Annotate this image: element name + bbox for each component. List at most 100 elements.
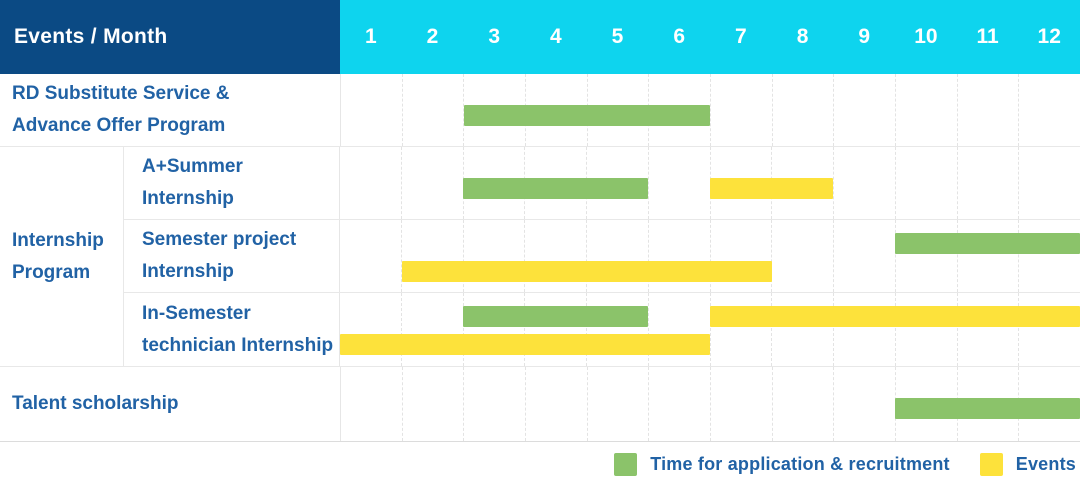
month-label-2: 2 bbox=[426, 25, 439, 48]
yellow-gantt-bar bbox=[710, 178, 834, 199]
group-label-line2: Program bbox=[12, 261, 91, 283]
legend-item-events: Events bbox=[979, 453, 1076, 476]
month-label-5: 5 bbox=[611, 25, 624, 48]
yellow-gantt-bar bbox=[710, 306, 1080, 327]
month-label-1: 1 bbox=[364, 25, 377, 48]
month-cell bbox=[647, 293, 710, 366]
month-cell bbox=[709, 220, 772, 292]
month-cell bbox=[709, 147, 772, 219]
row-label-in-semester-technician: In-Semester technician Internship bbox=[124, 293, 339, 366]
month-cell bbox=[956, 74, 1019, 146]
month-cell bbox=[462, 293, 525, 366]
header-row: Events / Month 1 2 3 4 5 6 7 8 9 10 11 12 bbox=[0, 0, 1080, 74]
month-label-9: 9 bbox=[858, 25, 871, 48]
month-cell bbox=[833, 293, 895, 366]
row-label-talent-scholarship: Talent scholarship bbox=[0, 367, 340, 441]
green-gantt-bar bbox=[464, 105, 711, 126]
month-header-strip: 1 2 3 4 5 6 7 8 9 10 11 12 bbox=[340, 0, 1080, 74]
month-cell bbox=[400, 147, 463, 219]
timeline-grid-in-semester-technician bbox=[339, 293, 1080, 366]
month-cell bbox=[710, 367, 772, 441]
row-talent-scholarship: Talent scholarship bbox=[0, 367, 1080, 441]
timeline-grid-semester-project bbox=[339, 220, 1080, 292]
yellow-gantt-bar bbox=[401, 261, 772, 282]
month-cell bbox=[771, 293, 833, 366]
month-label-6: 6 bbox=[673, 25, 686, 48]
month-cell bbox=[710, 74, 772, 146]
month-label-8: 8 bbox=[796, 25, 809, 48]
row-label-a-plus-summer: A+Summer Internship bbox=[124, 147, 339, 219]
month-cell bbox=[341, 74, 402, 146]
internship-program-group: Internship Program A+Summer Internship S… bbox=[0, 147, 1080, 367]
month-cell bbox=[833, 220, 895, 292]
row-label-line1: RD Substitute Service & bbox=[12, 83, 230, 104]
legend-label-events: Events bbox=[1015, 454, 1076, 474]
month-cell bbox=[586, 367, 649, 441]
month-label-10: 10 bbox=[914, 25, 938, 48]
month-cell bbox=[400, 220, 463, 292]
month-cell bbox=[956, 220, 1019, 292]
legend: Time for application & recruitment Event… bbox=[614, 453, 1076, 476]
month-cell bbox=[647, 147, 710, 219]
month-cell bbox=[833, 367, 895, 441]
month-cell bbox=[833, 74, 895, 146]
group-label-internship-program: Internship Program bbox=[0, 147, 124, 366]
month-label-12: 12 bbox=[1037, 25, 1061, 48]
month-label-4: 4 bbox=[550, 25, 562, 48]
yellow-swatch-icon bbox=[979, 453, 1003, 476]
month-cell bbox=[586, 293, 648, 366]
month-cell bbox=[956, 293, 1019, 366]
row-label-line2: technician Internship bbox=[142, 334, 334, 356]
month-cell bbox=[400, 293, 463, 366]
month-cell bbox=[463, 74, 525, 146]
green-swatch-icon bbox=[614, 453, 638, 476]
month-cell bbox=[709, 293, 772, 366]
month-cell bbox=[894, 220, 957, 292]
month-cell bbox=[401, 367, 464, 441]
month-cell bbox=[894, 293, 957, 366]
month-label-11: 11 bbox=[976, 25, 999, 48]
row-label-semester-project: Semester project Internship bbox=[124, 220, 339, 292]
month-cell bbox=[462, 220, 525, 292]
events-month-label: Events / Month bbox=[14, 25, 168, 48]
row-label-rd-substitute: RD Substitute Service & Advance Offer Pr… bbox=[0, 74, 340, 146]
month-cell bbox=[1018, 74, 1080, 146]
row-label-line2: Internship bbox=[142, 261, 234, 282]
month-cell bbox=[771, 74, 834, 146]
row-label-line2: Internship bbox=[142, 188, 234, 209]
internship-subrows: A+Summer Internship Semester project Int… bbox=[124, 147, 1080, 366]
green-gantt-bar bbox=[895, 398, 1080, 419]
month-cell bbox=[771, 367, 834, 441]
month-cell bbox=[956, 147, 1019, 219]
month-cell bbox=[525, 367, 587, 441]
month-cell bbox=[771, 220, 833, 292]
row-rd-substitute-service: RD Substitute Service & Advance Offer Pr… bbox=[0, 74, 1080, 147]
month-cell bbox=[895, 74, 957, 146]
month-label-7: 7 bbox=[735, 25, 747, 48]
row-in-semester-technician-internship: In-Semester technician Internship bbox=[124, 293, 1080, 366]
month-cell bbox=[524, 293, 586, 366]
month-cell bbox=[1018, 293, 1080, 366]
month-cell bbox=[524, 220, 586, 292]
month-cell bbox=[401, 74, 464, 146]
month-cell bbox=[586, 220, 648, 292]
events-month-header-cell: Events / Month bbox=[0, 0, 340, 74]
row-label-line1: A+Summer bbox=[142, 156, 243, 177]
gantt-chart: Events / Month 1 2 3 4 5 6 7 8 9 10 11 12 RD Substi… bbox=[0, 0, 1080, 442]
timeline-grid-a-plus-summer bbox=[339, 147, 1080, 219]
row-label-line2: Advance Offer Program bbox=[12, 115, 226, 136]
month-cell bbox=[1018, 220, 1080, 292]
row-semester-project-internship: Semester project Internship bbox=[124, 220, 1080, 293]
timeline-grid-rd-substitute bbox=[340, 74, 1080, 146]
month-cell bbox=[463, 367, 525, 441]
timeline-grid-talent-scholarship bbox=[340, 367, 1080, 441]
month-cell bbox=[340, 147, 401, 219]
row-a-plus-summer-internship: A+Summer Internship bbox=[124, 147, 1080, 220]
month-cell bbox=[340, 293, 401, 366]
month-cell bbox=[1018, 147, 1080, 219]
green-gantt-bar bbox=[895, 233, 1080, 254]
green-gantt-bar bbox=[463, 306, 649, 327]
month-label-3: 3 bbox=[488, 25, 501, 48]
row-label-line1: Talent scholarship bbox=[12, 393, 179, 414]
